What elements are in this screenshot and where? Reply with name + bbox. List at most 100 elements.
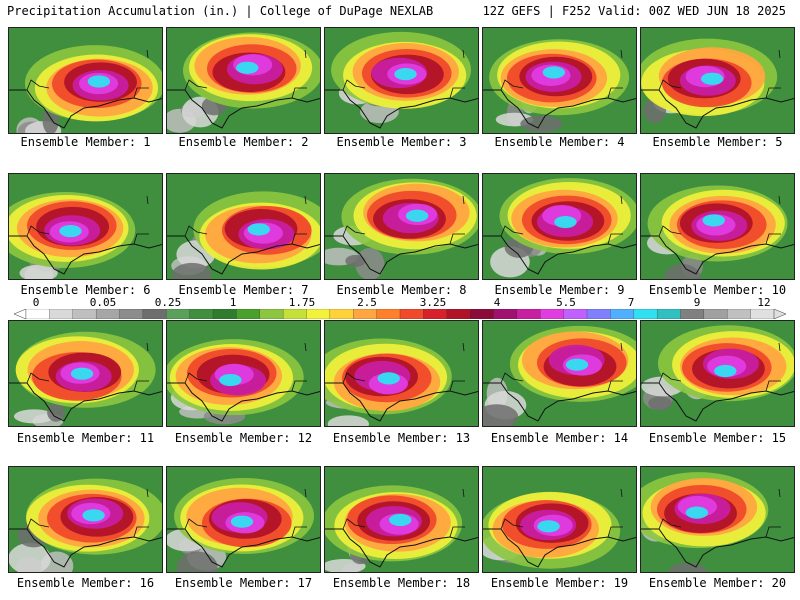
state-border: [184, 342, 307, 392]
state-border: [500, 49, 623, 99]
colorbar-swatch: [189, 309, 214, 319]
precip-contour: [405, 209, 429, 222]
member-label: Ensemble Member: 17: [174, 576, 313, 590]
member-label: Ensemble Member: 14: [490, 431, 629, 445]
precip-contour: [219, 373, 242, 387]
colorbar-arrow-right: [773, 309, 786, 319]
precip-map: [641, 467, 794, 572]
state-border: [342, 49, 465, 99]
ensemble-panel: [640, 173, 795, 280]
precip-contour: [700, 72, 724, 85]
ensemble-panel: [8, 466, 163, 573]
member-label: Ensemble Member: 6: [20, 283, 151, 297]
colorbar-swatch: [633, 309, 658, 319]
member-label: Ensemble Member: 12: [174, 431, 313, 445]
state-border: [26, 342, 149, 392]
precip-contour: [230, 515, 254, 528]
member-label: Ensemble Member: 5: [652, 135, 783, 149]
state-border: [658, 488, 781, 538]
colorbar-swatch: [656, 309, 682, 319]
member-label: Ensemble Member: 7: [178, 283, 309, 297]
member-label: Ensemble Member: 11: [16, 431, 155, 445]
precip-contour: [247, 223, 271, 236]
valid-time: 12Z GEFS | F252 Valid: 00Z WED JUN 18 20…: [482, 4, 786, 18]
precip-map: [9, 174, 162, 279]
ensemble-panel: [8, 320, 163, 427]
precip-map: [325, 174, 478, 279]
precip-contour: [685, 506, 709, 519]
dry-area: [327, 415, 370, 426]
precip-contour: [59, 225, 82, 238]
precip-contour: [82, 509, 105, 522]
state-border: [26, 488, 149, 538]
member-label: Ensemble Member: 8: [336, 283, 467, 297]
state-border: [500, 195, 623, 245]
state-border: [658, 342, 781, 392]
ensemble-panel: [166, 27, 321, 134]
state-border: [342, 195, 465, 245]
dry-area: [648, 396, 673, 411]
dry-area: [483, 404, 519, 426]
precip-contour: [542, 66, 566, 79]
precip-map: [167, 467, 320, 572]
precip-contour: [377, 372, 400, 385]
ensemble-panel: [482, 173, 637, 280]
precip-contour: [537, 520, 560, 533]
precip-map: [9, 28, 162, 133]
state-border: [658, 195, 781, 245]
precip-map: [325, 321, 478, 426]
colorbar-swatch: [750, 309, 775, 319]
precip-contour: [702, 214, 725, 227]
colorbar-swatch: [72, 309, 97, 319]
state-border: [184, 195, 307, 245]
colorbar-tick-label: 2.5: [357, 296, 377, 309]
precip-map: [325, 467, 478, 572]
state-border: [26, 49, 149, 99]
member-label: Ensemble Member: 4: [494, 135, 625, 149]
ensemble-panel: [166, 173, 321, 280]
colorbar-swatch: [610, 309, 635, 319]
precip-map: [9, 321, 162, 426]
dry-area: [19, 264, 58, 279]
colorbar-swatch: [212, 309, 238, 319]
colorbar-swatch: [423, 309, 448, 319]
precip-map: [641, 28, 794, 133]
precip-contour: [565, 358, 589, 371]
colorbar-swatch: [586, 309, 612, 319]
state-border: [342, 342, 465, 392]
state-border: [500, 488, 623, 538]
dry-area: [13, 409, 55, 424]
precip-map: [483, 321, 636, 426]
member-label: Ensemble Member: 20: [648, 576, 787, 590]
ensemble-panel: [324, 320, 479, 427]
member-label: Ensemble Member: 19: [490, 576, 629, 590]
colorbar-tick-label: 0: [32, 296, 40, 309]
precip-contour: [554, 215, 577, 229]
precip-contour: [87, 75, 111, 88]
member-label: Ensemble Member: 1: [20, 135, 151, 149]
member-label: Ensemble Member: 18: [332, 576, 471, 590]
colorbar-swatch: [727, 309, 752, 319]
colorbar-swatch: [376, 309, 401, 319]
colorbar-swatch: [446, 309, 471, 319]
colorbar-swatch: [142, 309, 167, 319]
colorbar-swatch: [399, 309, 425, 319]
precip-map: [641, 321, 794, 426]
precip-map: [167, 321, 320, 426]
colorbar-tick-label: 4: [493, 296, 501, 309]
state-border: [184, 488, 307, 538]
member-label: Ensemble Member: 16: [16, 576, 155, 590]
colorbar-swatch: [49, 309, 74, 319]
dry-area: [520, 115, 563, 133]
colorbar-swatch: [306, 309, 331, 319]
ensemble-panel: [8, 173, 163, 280]
ensemble-panel: [640, 466, 795, 573]
ensemble-panel: [166, 320, 321, 427]
colorbar-swatch: [353, 309, 378, 319]
precip-contour: [70, 367, 94, 380]
dry-area: [47, 403, 65, 422]
state-border: [26, 195, 149, 245]
colorbar-tick-label: 12: [757, 296, 771, 309]
ensemble-panel: [324, 27, 479, 134]
precip-map: [325, 28, 478, 133]
